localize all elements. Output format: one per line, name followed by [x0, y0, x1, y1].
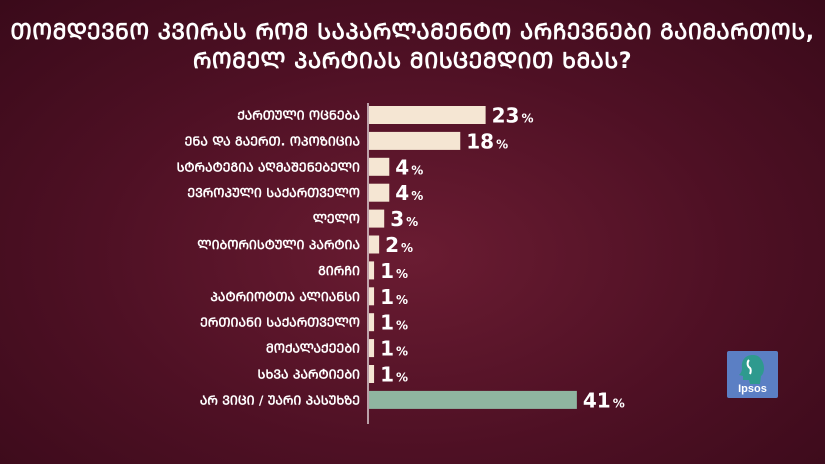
category-label-11: ᲡᲮᲕᲐ ᲞᲐᲠᲢᲘᲔᲑᲘ [258, 367, 361, 382]
bar-4 [369, 183, 390, 202]
category-label-10: ᲛᲝᲥᲐᲚᲐᲥᲔᲔᲑᲘ [266, 341, 360, 356]
category-label-1: ᲥᲐᲠᲗᲣᲚᲘ ᲝᲪᲜᲔᲑᲐ [237, 108, 360, 123]
value-label-1: 23% [492, 104, 534, 128]
category-label-7: ᲒᲘᲠᲩᲘ [318, 263, 360, 278]
chart-title-line-1: ᲗᲝᲛᲓᲔᲕᲜᲝ ᲙᲕᲘᲠᲐᲡ ᲠᲝᲛ ᲡᲐᲞᲐᲠᲚᲐᲛᲔᲜᲢᲝ ᲐᲠᲩᲔᲕᲜᲔ… [10, 20, 815, 45]
value-label-12: 41% [583, 388, 625, 412]
value-labels-group: 23 %18 %4 %4 %3 %2 %1 %1 %1 %1 %1 %41% [380, 104, 625, 413]
ipsos-logo-text: Ipsos [738, 383, 767, 395]
bars-group [369, 106, 577, 409]
bar-10 [369, 339, 375, 358]
category-label-6: ᲚᲘᲑᲝᲠᲘᲡᲢᲣᲚᲘ ᲞᲐᲠᲢᲘᲐ [197, 237, 360, 252]
category-labels-group: ᲥᲐᲠᲗᲣᲚᲘ ᲝᲪᲜᲔᲑᲐ ᲔᲜᲐ ᲓᲐ ᲒᲐᲔᲠᲗ. ᲝᲞᲝᲖᲘᲪᲘᲐ ᲡᲢᲠᲐ… [177, 108, 361, 408]
chart-title-line-2: ᲠᲝᲛᲔᲚ ᲞᲐᲠᲢᲘᲐᲡ ᲛᲘᲡᲪᲔᲛᲓᲘᲗ ᲮᲛᲐᲡ? [192, 49, 633, 74]
value-label-6: 2% [385, 233, 413, 257]
value-label-9: 1% [380, 311, 408, 335]
bar-3 [369, 157, 390, 176]
value-label-2: 18% [466, 129, 508, 153]
bar-2 [369, 131, 461, 150]
category-label-3: ᲡᲢᲠᲐᲢᲔᲒᲘᲐ ᲐᲦᲛᲐᲨᲔᲜᲔᲑᲔᲚᲘ [177, 159, 360, 174]
category-label-8: ᲞᲐᲢᲠᲘᲝᲢᲗᲐ ᲐᲚᲘᲐᲜᲡᲘ [210, 289, 360, 304]
bar-1 [369, 106, 486, 124]
category-label-12: ᲐᲠ ᲕᲘᲪᲘ / ᲣᲐᲠᲘ ᲞᲐᲡᲣᲮᲖᲔ [200, 392, 360, 407]
bar-12 [369, 390, 577, 409]
ipsos-logo-head-icon [739, 355, 764, 384]
bar-11 [369, 365, 375, 383]
value-label-10: 1% [380, 337, 408, 361]
value-label-5: 3% [390, 207, 418, 231]
category-label-9: ᲔᲠᲗᲘᲐᲜᲘ ᲡᲐᲥᲐᲠᲗᲕᲔᲚᲝ [200, 315, 360, 330]
category-label-5: ᲚᲔᲚᲝ [313, 211, 360, 226]
bar-8 [369, 287, 375, 306]
bar-6 [369, 235, 380, 254]
value-label-4: 4% [395, 181, 423, 205]
category-label-4: ᲔᲕᲠᲝᲞᲣᲚᲘ ᲡᲐᲥᲐᲠᲗᲕᲔᲚᲝ [187, 185, 360, 200]
bar-9 [369, 313, 375, 332]
category-label-2: ᲔᲜᲐ ᲓᲐ ᲒᲐᲔᲠᲗ. ᲝᲞᲝᲖᲘᲪᲘᲐ [185, 133, 361, 148]
value-label-11: 1% [380, 363, 408, 387]
value-label-7: 1% [380, 259, 408, 283]
value-label-3: 4% [395, 155, 423, 179]
ipsos-logo: Ipsos [727, 351, 778, 398]
bar-7 [369, 261, 375, 280]
bar-5 [369, 209, 385, 228]
value-label-8: 1% [380, 285, 408, 309]
chart-title: ᲗᲝᲛᲓᲔᲕᲜᲝ ᲙᲕᲘᲠᲐᲡ ᲠᲝᲛ ᲡᲐᲞᲐᲠᲚᲐᲛᲔᲜᲢᲝ ᲐᲠᲩᲔᲕᲜᲔ… [0, 18, 825, 76]
